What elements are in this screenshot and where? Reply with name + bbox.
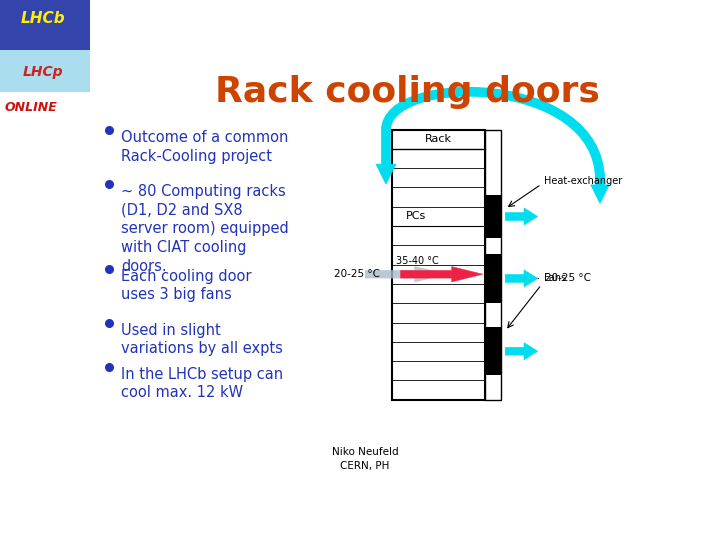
Text: Each cooling door
uses 3 big fans: Each cooling door uses 3 big fans: [121, 269, 251, 302]
Text: Heat-exchanger: Heat-exchanger: [544, 176, 622, 186]
Text: Rack: Rack: [425, 134, 452, 145]
Bar: [485, 254, 501, 303]
Bar: [485, 195, 501, 238]
PathPatch shape: [376, 130, 396, 184]
Text: ONLINE: ONLINE: [4, 100, 58, 114]
Bar: [485, 130, 501, 400]
PathPatch shape: [400, 267, 483, 282]
Text: Fans: Fans: [544, 273, 566, 284]
PathPatch shape: [505, 270, 538, 287]
PathPatch shape: [505, 343, 538, 360]
Text: In the LHCb setup can
cool max. 12 kW: In the LHCb setup can cool max. 12 kW: [121, 367, 283, 400]
Text: LHCb: LHCb: [21, 11, 66, 26]
Text: Outcome of a common
Rack-Cooling project: Outcome of a common Rack-Cooling project: [121, 130, 289, 164]
Bar: [0, 0, 90, 51]
Bar: [485, 327, 501, 375]
PathPatch shape: [590, 173, 609, 204]
Text: ~ 80 Computing racks
(D1, D2 and SX8
server room) equipped
with CIAT cooling
doo: ~ 80 Computing racks (D1, D2 and SX8 ser…: [121, 184, 289, 274]
Text: PCs: PCs: [406, 211, 426, 221]
PathPatch shape: [505, 208, 538, 225]
PathPatch shape: [365, 267, 449, 282]
Bar: [392, 130, 485, 400]
Text: LHCp: LHCp: [23, 65, 63, 79]
Text: 20-25 °C: 20-25 °C: [545, 273, 591, 284]
Text: Rack cooling doors: Rack cooling doors: [215, 75, 600, 109]
Text: 35-40 °C: 35-40 °C: [396, 256, 438, 266]
Text: Used in slight
variations by all expts: Used in slight variations by all expts: [121, 323, 283, 356]
Text: 20-25 °C: 20-25 °C: [334, 269, 380, 279]
Text: Niko Neufeld
CERN, PH: Niko Neufeld CERN, PH: [332, 447, 398, 471]
